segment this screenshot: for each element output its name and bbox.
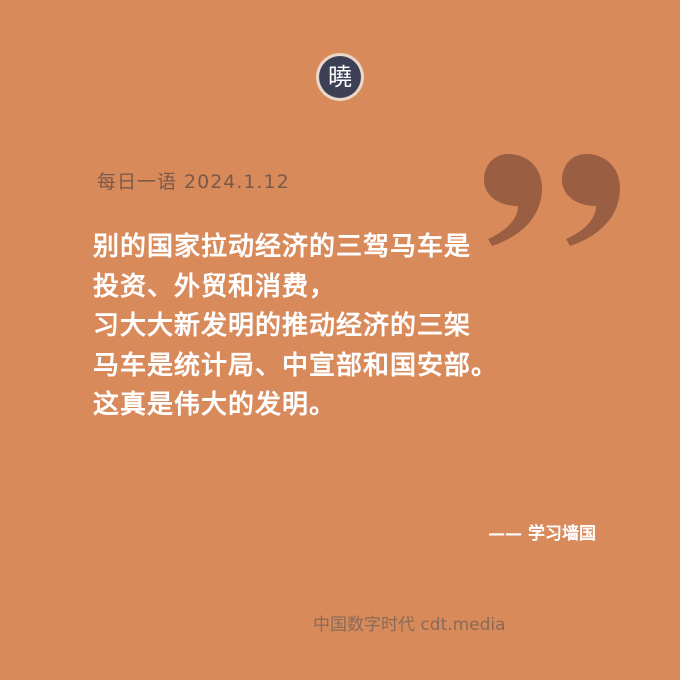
quote-line: 马车是统计局、中宣部和国安部。 xyxy=(93,350,499,381)
quote-line: 别的国家拉动经济的三驾马车是 xyxy=(93,232,472,262)
cdt-logo-icon: 曉 xyxy=(316,53,364,101)
footer-source: 中国数字时代 cdt.media xyxy=(313,615,506,635)
date-line: 每日一语 2024.1.12 xyxy=(97,171,290,193)
quote-line: 习大大新发明的推动经济的三架 xyxy=(93,311,472,341)
quote-line: 这真是伟大的发明。 xyxy=(93,390,337,420)
quote-line: 投资、外贸和消费， xyxy=(93,271,337,302)
closing-quote-icon xyxy=(484,154,620,246)
quote-text: 别的国家拉动经济的三驾马车是 投资、外贸和消费， 习大大新发明的推动经济的三架 … xyxy=(93,228,633,426)
svg-text:曉: 曉 xyxy=(328,63,352,91)
quote-attribution: —— 学习墙国 xyxy=(488,524,596,544)
